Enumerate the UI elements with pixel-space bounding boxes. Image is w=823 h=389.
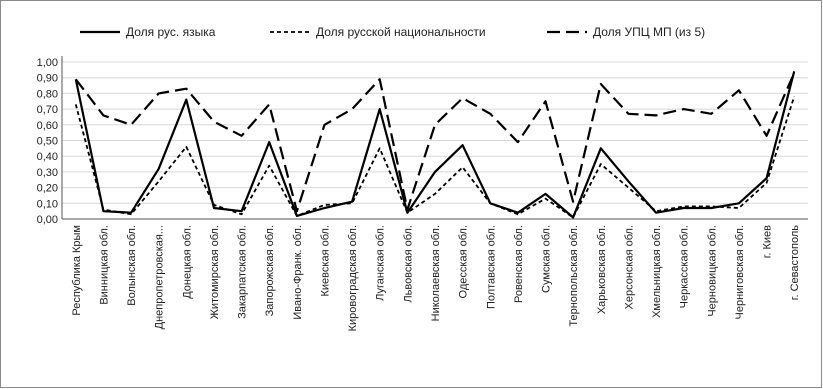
- x-axis: Республика Крым Винницкая обл. Волынская о…: [71, 225, 801, 332]
- legend-label-1: Доля рус. языка: [126, 25, 216, 39]
- x-tick-label: Полтавская обл.: [485, 225, 497, 309]
- x-tick-label: Тернопольская обл.: [568, 225, 580, 327]
- x-tick-label: Черкасская обл.: [679, 225, 691, 308]
- x-tick-label: Черниговская обл.: [734, 225, 746, 319]
- legend-label-2: Доля русской национальности: [316, 25, 486, 39]
- legend-label-3: Доля УПЦ МП (из 5): [593, 25, 705, 39]
- x-tick-label: Львовская обл.: [402, 225, 414, 303]
- y-tick-label: 0,60: [37, 120, 58, 132]
- series-line-3: [74, 72, 796, 213]
- x-tick-label: Винницкая обл.: [98, 225, 110, 305]
- x-tick-label: Луганская обл.: [375, 225, 387, 301]
- x-tick-label: Закарпатская обл.: [237, 225, 249, 319]
- x-tick-label: г. Киев: [762, 225, 774, 258]
- x-tick-label: Запорожская обл.: [264, 225, 276, 316]
- x-tick-label: Киевская обл.: [319, 225, 331, 296]
- legend: Доля рус. языка Доля русской национальнос…: [80, 25, 705, 39]
- x-tick-label: Николаевская обл.: [430, 225, 442, 321]
- x-tick-label: Харьковская обл.: [596, 225, 608, 314]
- y-axis: 0,00 0,10 0,20 0,30 0,40 0,50 0,60 0,70 0,80 0,90…: [37, 56, 808, 226]
- y-tick-label: 0,90: [37, 73, 58, 85]
- x-tick-label: Кировоградская обл.: [347, 225, 359, 331]
- x-tick-label: Ивано-Франк. обл.: [292, 225, 304, 320]
- x-tick-label: Днепропетровская...: [154, 225, 166, 329]
- x-tick-label: Черновицкая обл.: [706, 225, 718, 317]
- series-line-2: [74, 96, 796, 219]
- series-line-1: [74, 71, 796, 219]
- x-tick-label: Херсонская обл.: [623, 225, 635, 309]
- x-tick-label: Одесская обл.: [458, 225, 470, 298]
- x-tick-label: г. Севастополь: [789, 225, 801, 300]
- y-tick-label: 0,00: [37, 214, 58, 226]
- x-tick-label: Республика Крым: [71, 225, 83, 316]
- y-tick-label: 0,80: [37, 88, 58, 100]
- y-tick-label: 0,10: [37, 198, 58, 210]
- y-tick-label: 0,40: [37, 151, 58, 163]
- x-tick-label: Хмельницкая обл.: [651, 225, 663, 318]
- x-tick-label: Донецкая обл.: [181, 225, 193, 299]
- y-tick-label: 0,30: [37, 167, 58, 179]
- x-tick-label: Волынская обл.: [126, 225, 138, 306]
- series-group: [74, 71, 796, 219]
- x-tick-label: Житомирская обл.: [209, 225, 221, 319]
- y-tick-label: 0,50: [37, 136, 58, 148]
- y-tick-label: 0,70: [37, 104, 58, 116]
- x-tick-label: Сумская обл.: [541, 225, 553, 293]
- y-tick-label: 1,00: [37, 57, 58, 69]
- y-tick-label: 0,20: [37, 183, 58, 195]
- x-tick-label: Ровенская обл.: [513, 225, 525, 303]
